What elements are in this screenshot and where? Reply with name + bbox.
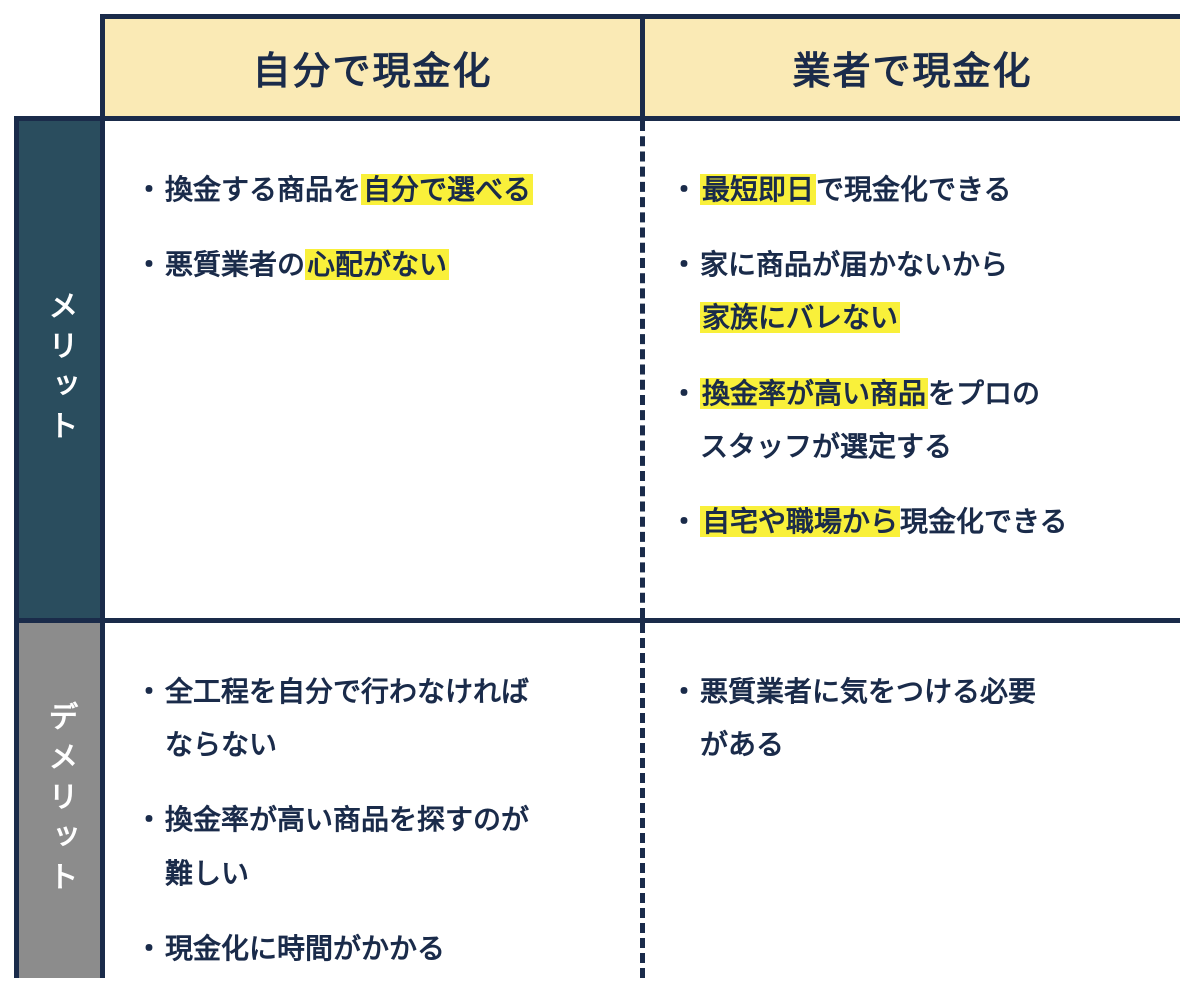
list-item: ・現金化に時間がかかる [135,922,610,975]
bullet-icon: ・ [670,238,698,344]
cell-merit-self: ・換金する商品を自分で選べる・悪質業者の心配がない [100,116,640,618]
bullet-icon: ・ [670,163,698,216]
list-item: ・自宅や職場から現金化できる [670,495,1150,548]
row-header-merit: メリット [14,116,100,618]
bullet-icon: ・ [670,367,698,473]
item-text: 自宅や職場から現金化できる [700,495,1150,548]
list-item: ・換金率が高い商品を探すのが難しい [135,793,610,899]
item-text: 悪質業者の心配がない [165,238,610,291]
list-item: ・家に商品が届かないから家族にバレない [670,238,1150,344]
cell-demerit-self: ・全工程を自分で行わなければならない・換金率が高い商品を探すのが難しい・現金化に… [100,618,640,978]
list-item: ・全工程を自分で行わなければならない [135,665,610,771]
highlight: 心配がない [305,249,449,280]
item-text: 換金する商品を自分で選べる [165,163,610,216]
bullet-icon: ・ [135,163,163,216]
highlight: 自宅や職場から [700,506,900,537]
highlight: 最短即日 [700,174,816,205]
comparison-table: 自分で現金化 業者で現金化 メリット ・換金する商品を自分で選べる・悪質業者の心… [14,14,1180,978]
item-text: 最短即日で現金化できる [700,163,1150,216]
list-item: ・換金率が高い商品をプロのスタッフが選定する [670,367,1150,473]
col-header-self: 自分で現金化 [100,14,640,116]
bullet-icon: ・ [135,238,163,291]
item-text: 悪質業者に気をつける必要がある [700,665,1150,771]
item-text: 換金率が高い商品をプロのスタッフが選定する [700,367,1150,473]
highlight: 換金率が高い商品 [700,378,928,409]
item-text: 家に商品が届かないから家族にバレない [700,238,1150,344]
bullet-icon: ・ [135,793,163,899]
item-text: 換金率が高い商品を探すのが難しい [165,793,610,899]
bullet-icon: ・ [135,922,163,975]
list-item: ・換金する商品を自分で選べる [135,163,610,216]
list-item: ・悪質業者の心配がない [135,238,610,291]
bullet-icon: ・ [670,495,698,548]
row-header-demerit: デメリット [14,618,100,978]
item-text: 全工程を自分で行わなければならない [165,665,610,771]
highlight: 家族にバレない [700,302,900,333]
bullet-icon: ・ [670,665,698,771]
highlight: 自分で選べる [361,174,533,205]
cell-demerit-vendor: ・悪質業者に気をつける必要がある [640,618,1180,978]
list-item: ・悪質業者に気をつける必要がある [670,665,1150,771]
item-text: 現金化に時間がかかる [165,922,610,975]
cell-merit-vendor: ・最短即日で現金化できる・家に商品が届かないから家族にバレない・換金率が高い商品… [640,116,1180,618]
bullet-icon: ・ [135,665,163,771]
list-item: ・最短即日で現金化できる [670,163,1150,216]
col-header-vendor: 業者で現金化 [640,14,1180,116]
corner-cell [14,14,100,116]
